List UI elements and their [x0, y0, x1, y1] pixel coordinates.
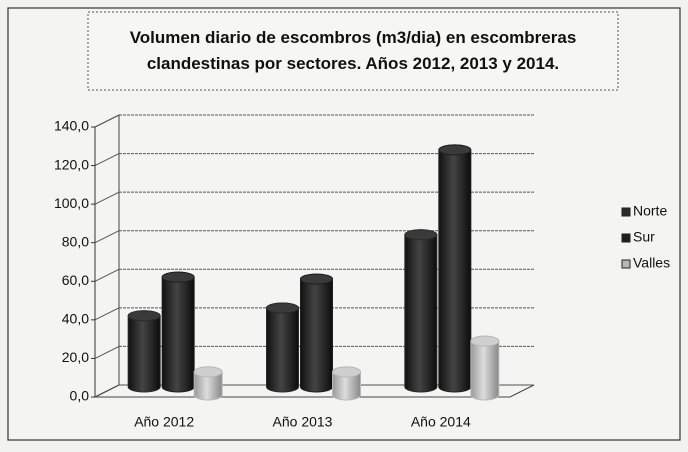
cylinder-top: [332, 366, 361, 378]
grid-side: [94, 384, 120, 398]
grid-side: [94, 114, 120, 128]
cylinder-top: [470, 335, 500, 347]
grid-side: [94, 268, 120, 282]
x-tick-label: Año 2012: [134, 414, 194, 430]
x-tick-label: Año 2013: [273, 414, 333, 430]
cylinder-top: [300, 273, 333, 285]
chart-title: Volumen diario de escombros (m3/dia) en …: [129, 28, 577, 73]
y-tick-label: 120,0: [54, 156, 89, 172]
grid-side: [94, 230, 120, 244]
grid-side: [94, 307, 120, 321]
cylinder: [161, 271, 195, 393]
legend-label: Valles: [633, 255, 670, 271]
legend-label: Sur: [633, 229, 655, 245]
cylinder-top: [127, 310, 161, 322]
legend-swatch: [621, 259, 631, 269]
title-box: [87, 11, 619, 91]
legend-label: Norte: [633, 203, 667, 219]
grid-side: [94, 345, 120, 359]
cylinder: [438, 144, 472, 393]
y-tick-label: 140,0: [54, 118, 89, 134]
x-tick-label: Año 2014: [411, 414, 471, 430]
y-tick-label: 40,0: [62, 311, 89, 327]
legend-swatch: [621, 207, 631, 217]
grid-side: [94, 191, 120, 205]
legend-swatch: [621, 233, 631, 243]
cylinder-top: [161, 271, 195, 283]
y-tick-label: 20,0: [62, 349, 89, 365]
y-tick-label: 0,0: [70, 388, 90, 404]
cylinder: [300, 273, 333, 393]
cylinder: [127, 310, 161, 393]
cylinder-top: [266, 302, 299, 314]
y-tick-label: 100,0: [54, 195, 89, 211]
y-tick-label: 80,0: [62, 233, 89, 249]
cylinder-top: [438, 144, 472, 156]
cylinder: [266, 302, 299, 393]
cylinder: [404, 229, 438, 393]
y-tick-label: 60,0: [62, 272, 89, 288]
cylinder-top: [404, 229, 438, 241]
cylinder-top: [193, 366, 223, 378]
grid-side: [94, 153, 120, 167]
